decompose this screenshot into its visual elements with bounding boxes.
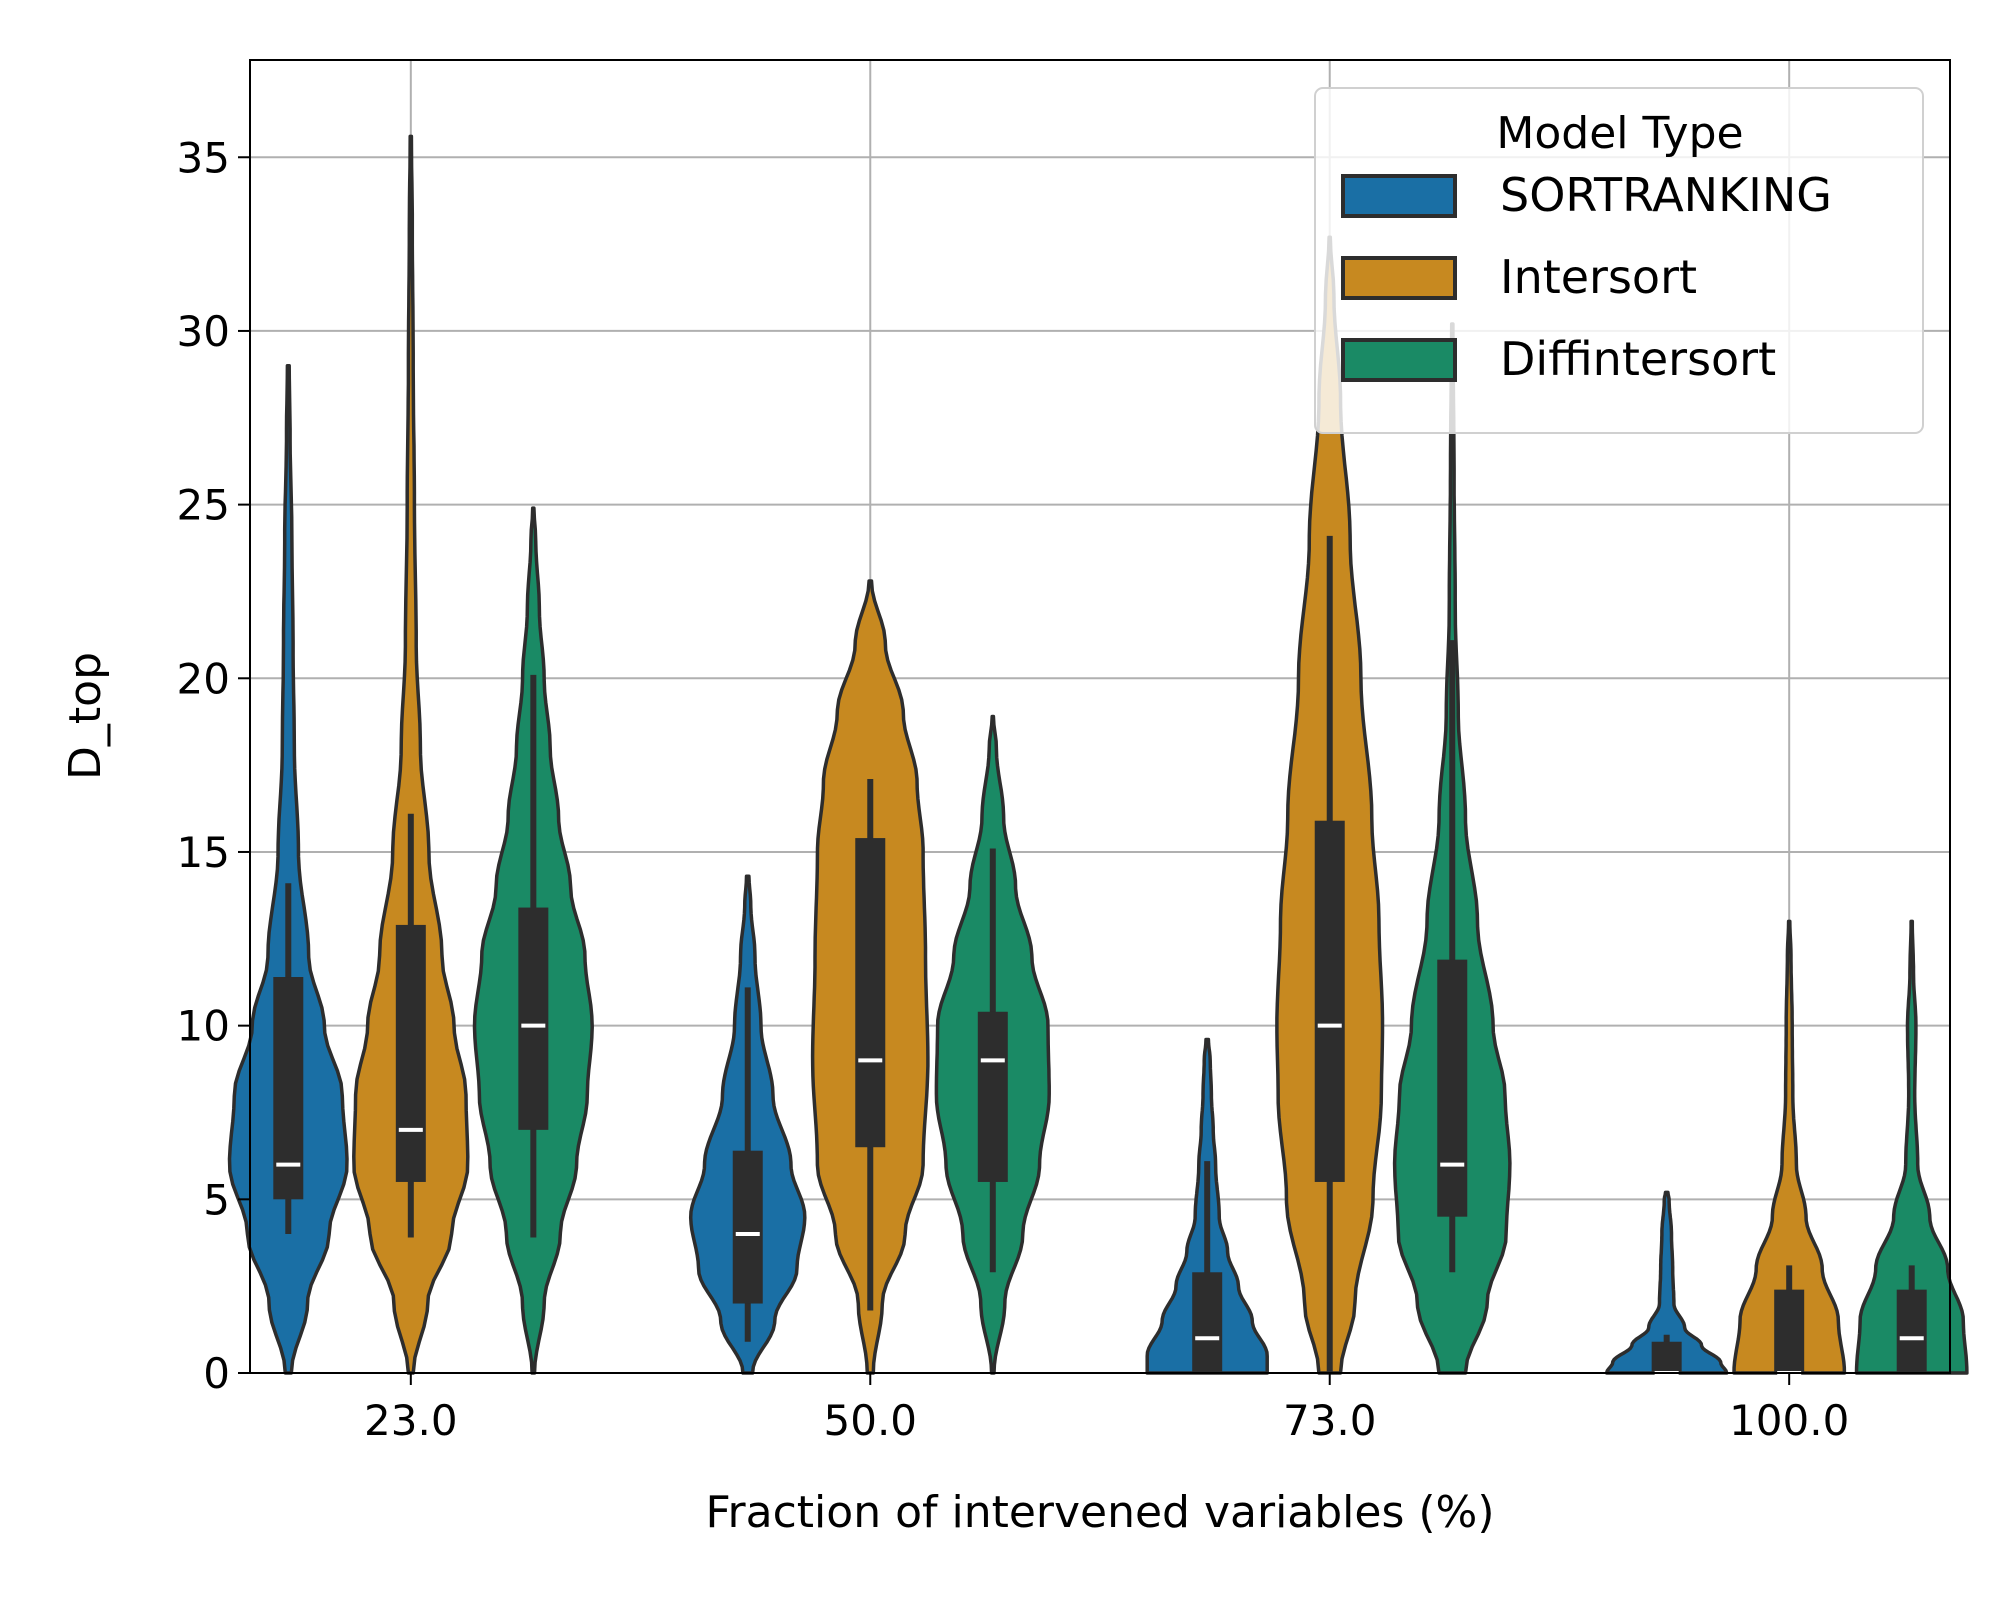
violin-intersort-50.0 — [810, 579, 930, 1375]
tick-layer: 0 5 10 15 20 25 30 35 23.0 50.0 73.0 100.0 — [177, 133, 1850, 1445]
legend-swatch — [1341, 256, 1457, 300]
y-tick-label: 25 — [177, 481, 230, 530]
violin-iqr-box — [1314, 820, 1345, 1182]
violin-sortranking-23.0 — [227, 363, 349, 1375]
y-tick-label: 15 — [177, 828, 230, 877]
legend-label: Intersort — [1500, 250, 1697, 304]
violin-sortranking-100.0 — [1604, 1190, 1729, 1375]
violin-iqr-box — [273, 977, 304, 1200]
violin-iqr-box — [1437, 959, 1468, 1217]
violin-sortranking-73.0 — [1145, 1037, 1269, 1375]
violin-iqr-box — [518, 907, 549, 1130]
legend: Model Type SORTRANKING Intersort Diffinter… — [1314, 87, 1924, 434]
violin-intersort-100.0 — [1732, 919, 1847, 1375]
violin-iqr-box — [1192, 1272, 1223, 1373]
violin-iqr-box — [1774, 1289, 1805, 1373]
violin-body — [1732, 919, 1847, 1375]
violin-body — [227, 363, 349, 1375]
violin-diffintersort-100.0 — [1854, 919, 1969, 1375]
y-tick-label: 35 — [177, 133, 230, 182]
legend-frame — [1314, 87, 1924, 434]
violin-iqr-box — [977, 1011, 1008, 1182]
y-tick-label: 10 — [177, 1002, 230, 1051]
y-tick-label: 20 — [177, 654, 230, 703]
violin-intersort-23.0 — [352, 134, 470, 1375]
y-axis-label: D_top — [60, 652, 111, 780]
violin-diffintersort-73.0 — [1392, 322, 1512, 1375]
violin-body — [352, 134, 470, 1375]
y-tick-label: 0 — [203, 1349, 230, 1398]
legend-label: SORTRANKING — [1500, 168, 1832, 222]
x-axis-label: Fraction of intervened variables (%) — [705, 1487, 1494, 1538]
legend-label: Diffintersort — [1500, 332, 1776, 386]
x-tick-label: 50.0 — [824, 1396, 918, 1445]
violin-diffintersort-23.0 — [472, 506, 594, 1375]
violin-iqr-box — [1896, 1289, 1927, 1373]
x-tick-label: 23.0 — [364, 1396, 458, 1445]
violin-body — [1604, 1190, 1729, 1375]
y-tick-label: 5 — [203, 1175, 230, 1224]
legend-title: Model Type — [1496, 108, 1743, 159]
violin-iqr-box — [732, 1150, 763, 1304]
x-tick-label: 100.0 — [1729, 1396, 1849, 1445]
plot-frame — [249, 59, 1951, 1374]
legend-swatch — [1341, 174, 1457, 218]
x-tick-label: 73.0 — [1283, 1396, 1377, 1445]
violin-iqr-box — [1651, 1341, 1682, 1373]
violin-sortranking-50.0 — [688, 874, 807, 1375]
y-tick-label: 30 — [177, 307, 230, 356]
violin-body — [1854, 919, 1969, 1375]
legend-swatch — [1341, 338, 1457, 382]
violin-iqr-box — [395, 924, 426, 1182]
legend-items: SORTRANKING Intersort Diffintersort — [1341, 168, 1832, 386]
violin-diffintersort-50.0 — [934, 714, 1051, 1375]
violin-iqr-box — [855, 838, 886, 1148]
